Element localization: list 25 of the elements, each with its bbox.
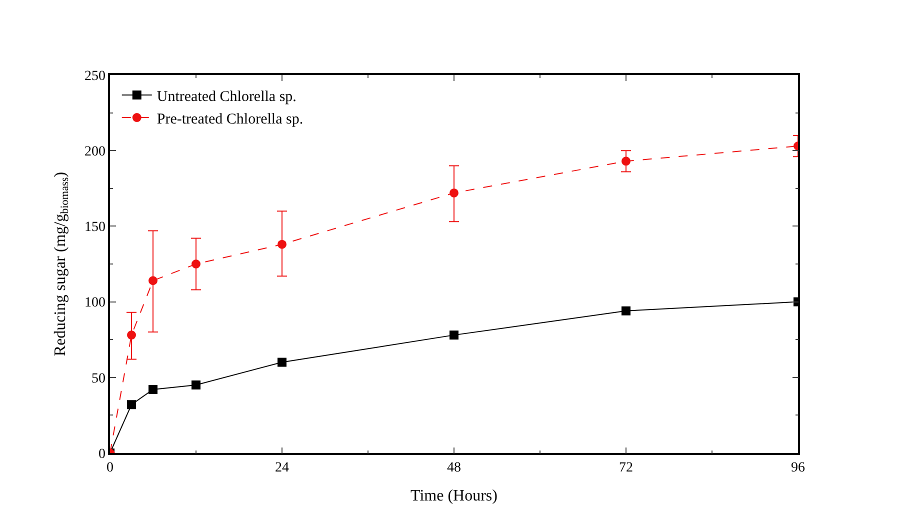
x-tick-label: 48: [447, 460, 461, 476]
point: [148, 276, 158, 286]
y-tick-label: 0: [98, 446, 106, 462]
legend-label: Pre-treated Chlorella sp.: [156, 111, 304, 128]
x-tick-label: 72: [619, 460, 633, 476]
x-tick-label: 96: [791, 460, 805, 476]
y-tick-label: 200: [84, 144, 106, 160]
point: [127, 400, 136, 410]
point: [622, 156, 630, 166]
point: [278, 240, 286, 249]
y-tick-label: 150: [84, 220, 106, 236]
point: [450, 330, 458, 340]
point: [450, 188, 458, 198]
y-tick-label: 100: [84, 296, 106, 311]
point: [192, 380, 200, 390]
y-tick-label: 250: [84, 68, 106, 84]
legend-label: Untreated Chlorella sp.: [156, 88, 296, 105]
point: [622, 306, 630, 316]
point: [127, 330, 136, 340]
point: [192, 260, 200, 268]
y-tick-label: 50: [91, 371, 106, 386]
x-tick-label: 24: [275, 460, 289, 476]
point: [278, 358, 286, 367]
x-axis-title: Time (Hours): [410, 488, 498, 505]
point: [148, 385, 158, 394]
